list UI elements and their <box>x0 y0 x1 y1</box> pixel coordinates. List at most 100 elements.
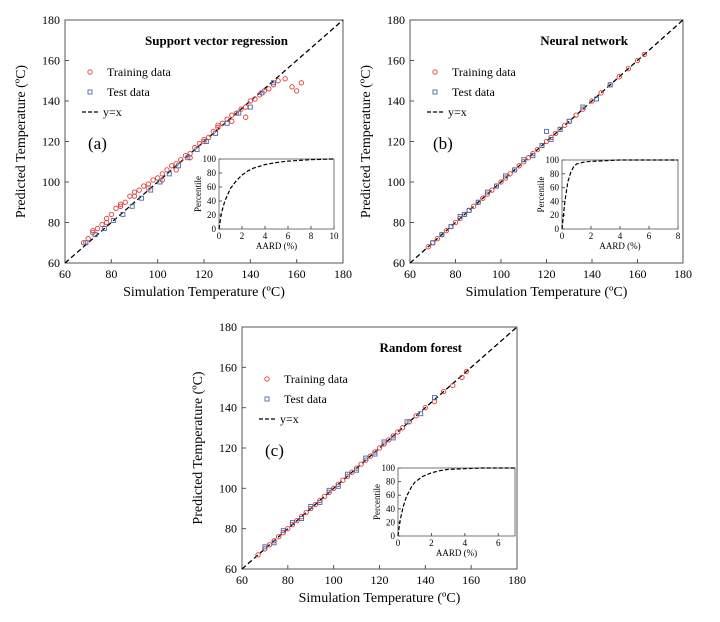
legend-line-label: y=x <box>103 105 122 119</box>
data-point <box>358 461 364 467</box>
data-point <box>275 78 281 84</box>
legend-test-marker <box>432 89 438 95</box>
inset-x-tick-label: 4 <box>263 231 268 241</box>
inset-x-axis-label: AARD (%) <box>436 548 477 558</box>
data-point <box>252 96 258 102</box>
legend: Training data Test data y=x <box>259 372 349 426</box>
data-point <box>616 74 622 80</box>
y-tick-label: 100 <box>42 175 60 189</box>
data-point <box>462 211 468 217</box>
inset-y-tick-label: 80 <box>386 477 396 487</box>
legend-test-marker <box>264 396 270 402</box>
data-point <box>276 534 282 540</box>
inset-y-tick-label: 80 <box>207 168 217 178</box>
data-point <box>418 411 424 417</box>
data-point <box>434 236 440 242</box>
data-point <box>450 382 456 389</box>
inset-x-tick-label: 0 <box>217 231 222 241</box>
training-data-series <box>80 76 304 246</box>
data-point <box>363 455 369 461</box>
data-point <box>129 203 135 209</box>
data-point <box>530 153 536 159</box>
y-tick-label: 60 <box>48 256 60 270</box>
data-point <box>101 226 107 232</box>
data-point <box>503 173 508 179</box>
data-point <box>94 225 101 232</box>
legend-training-label: Training data <box>107 65 172 79</box>
data-point <box>215 124 221 130</box>
x-axis-label: Simulation Temperature (ºC) <box>299 591 461 606</box>
inset-y-tick-label: 100 <box>203 154 217 164</box>
x-tick-label: 180 <box>674 267 692 281</box>
data-point <box>404 419 410 425</box>
data-point <box>282 76 288 82</box>
data-point <box>271 80 276 86</box>
inset-y-axis-label: Percentile <box>193 176 203 212</box>
inset-x-tick-label: 6 <box>496 538 501 548</box>
inset-y-tick-label: 0 <box>555 224 560 234</box>
data-point <box>372 451 378 457</box>
legend-test-label: Test data <box>107 85 150 99</box>
inset-y-tick-label: 0 <box>391 531 396 541</box>
panel-label: (c) <box>265 441 284 460</box>
data-point <box>471 203 477 209</box>
x-tick-label: 160 <box>288 267 306 281</box>
data-point <box>157 179 163 185</box>
y-tick-label: 180 <box>219 320 237 334</box>
data-point <box>344 471 350 477</box>
data-point <box>452 219 459 226</box>
data-point <box>395 429 401 435</box>
data-point <box>176 163 181 169</box>
data-point <box>641 51 647 58</box>
data-point <box>203 139 209 144</box>
x-tick-label: 120 <box>371 573 389 587</box>
y-tick-label: 160 <box>387 54 405 68</box>
data-point <box>141 183 147 189</box>
inset-y-tick-label: 20 <box>207 210 217 220</box>
y-tick-label: 100 <box>387 175 405 189</box>
data-point <box>243 114 249 120</box>
inset-x-tick-label: 8 <box>309 231 314 241</box>
data-point <box>289 84 295 90</box>
legend-training-marker <box>432 69 438 75</box>
inset-cumulative-curve <box>561 159 678 230</box>
data-point <box>562 122 568 128</box>
data-point <box>489 187 495 193</box>
x-tick-label: 160 <box>462 573 480 587</box>
x-tick-label: 80 <box>282 573 294 587</box>
data-point <box>443 227 450 234</box>
inset-x-axis-label: AARD (%) <box>256 241 297 251</box>
data-point <box>498 179 504 185</box>
data-point <box>466 207 472 213</box>
inset-y-tick-label: 60 <box>207 182 217 192</box>
y-tick-label: 160 <box>219 360 237 374</box>
data-point <box>544 128 549 134</box>
data-point <box>376 445 383 451</box>
data-point <box>354 467 360 473</box>
data-point <box>607 82 613 88</box>
data-point <box>229 112 235 118</box>
y-axis-label: Predicted Temperature (ºC) <box>191 371 206 524</box>
y-tick-label: 140 <box>42 94 60 108</box>
inset-y-tick-label: 100 <box>546 155 560 165</box>
data-point <box>131 193 138 199</box>
test-data-series <box>83 80 276 246</box>
data-point <box>111 218 117 223</box>
data-point <box>194 147 200 153</box>
y-tick-label: 60 <box>393 256 405 270</box>
data-point <box>117 203 124 209</box>
data-point <box>430 240 436 246</box>
y-tick-label: 80 <box>393 216 405 230</box>
data-point <box>164 167 170 173</box>
data-point <box>466 207 472 214</box>
inset-x-tick-label: 2 <box>240 231 245 241</box>
data-point <box>166 171 172 177</box>
y-tick-label: 80 <box>225 522 237 536</box>
data-point <box>321 493 328 500</box>
inset-x-tick-label: 10 <box>330 231 340 241</box>
data-point <box>634 57 641 64</box>
data-point <box>399 425 406 431</box>
